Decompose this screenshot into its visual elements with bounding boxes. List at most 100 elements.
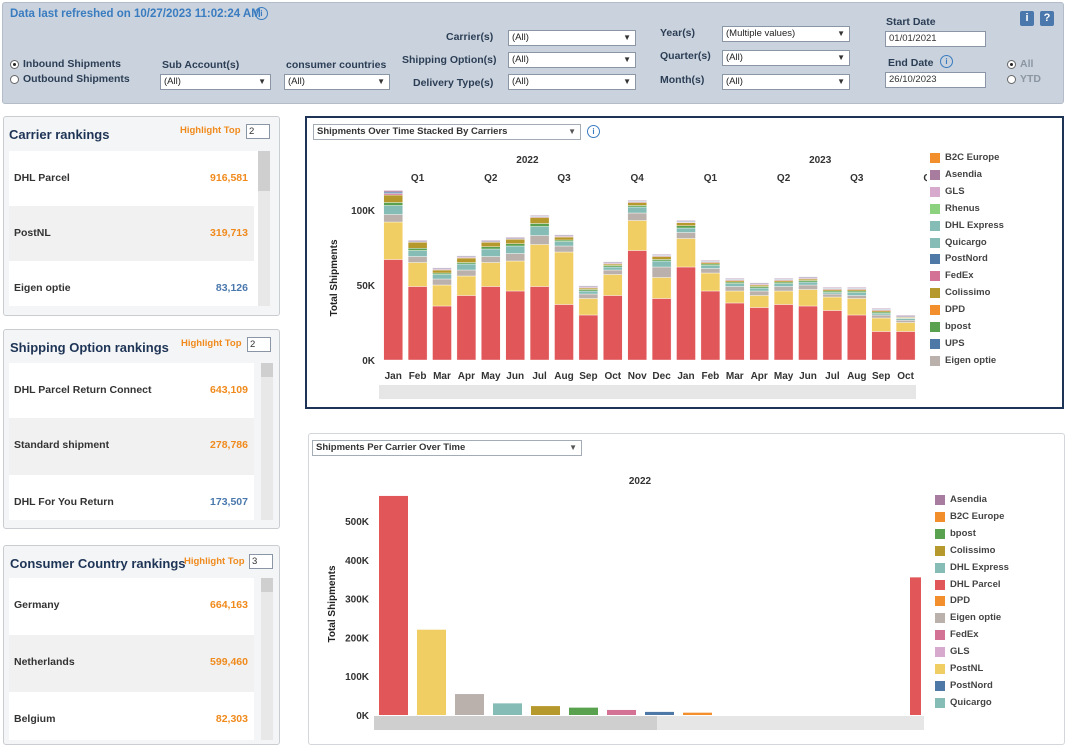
period-all-radio[interactable] (1007, 60, 1016, 69)
highlight-top-input[interactable]: 3 (249, 554, 273, 569)
scrollbar-thumb[interactable] (261, 578, 273, 592)
month-select[interactable]: (All) ▼ (722, 74, 850, 90)
y-tick-label: 100K (351, 206, 376, 217)
quarter-select[interactable]: (All) ▼ (722, 50, 850, 66)
period-ytd-label[interactable]: YTD (1020, 73, 1041, 85)
end-date-info-icon[interactable]: i (940, 55, 953, 68)
chart1-view-select[interactable]: Shipments Over Time Stacked By Carriers ▼ (313, 124, 581, 140)
chart1-info-icon[interactable]: i (587, 125, 600, 138)
bar-segment (505, 243, 525, 247)
country-value: 599,460 (210, 656, 248, 668)
legend-label: DHL Express (950, 561, 1009, 573)
period-ytd-radio[interactable] (1007, 75, 1016, 84)
bar-segment (554, 245, 574, 253)
bar-segment (554, 251, 574, 305)
year-select[interactable]: (Multiple values) ▼ (722, 26, 850, 42)
bar (455, 694, 484, 715)
consumer-countries-select[interactable]: (All) ▼ (284, 74, 390, 90)
bar-segment (407, 262, 428, 287)
carrier-rankings-title: Carrier rankings (9, 127, 110, 142)
list-item[interactable]: Belgium 82,303 (9, 692, 254, 740)
bar-segment (407, 239, 428, 241)
legend-swatch (935, 596, 945, 607)
list-item[interactable]: Eigen optie 83,126 (9, 261, 254, 306)
chart1-horizontal-scrollbar[interactable] (379, 385, 916, 399)
bar-segment (505, 239, 525, 244)
x-tick-label: May (774, 371, 794, 382)
bar-segment (554, 239, 574, 242)
list-item[interactable]: DHL For You Return 173,507 (9, 475, 254, 520)
legend-label: bpost (945, 321, 971, 332)
bar-segment (798, 284, 818, 290)
legend-swatch (930, 169, 940, 180)
refresh-info-icon[interactable]: i (255, 7, 268, 20)
highlight-top-label: Highlight Top (181, 338, 242, 349)
quarter-label: Q1 (704, 173, 718, 184)
scrollbar[interactable] (261, 578, 273, 740)
inbound-radio[interactable] (10, 60, 19, 69)
bar-segment (456, 263, 477, 271)
bar-segment (773, 290, 794, 305)
x-tick-label: Jun (506, 371, 524, 382)
shipping-option-value: 278,786 (210, 439, 248, 451)
start-date-input[interactable]: 01/01/2021 (885, 31, 986, 47)
bar-segment (456, 257, 477, 263)
outbound-label[interactable]: Outbound Shipments (23, 73, 130, 85)
bar-segment (627, 250, 647, 361)
bar-segment (505, 245, 525, 254)
x-tick-label: Feb (702, 371, 720, 382)
x-tick-label: Dec (652, 371, 671, 382)
bar-segment (603, 263, 623, 266)
bar-segment (700, 263, 721, 266)
period-all-label[interactable]: All (1020, 58, 1034, 70)
scrollbar-thumb[interactable] (261, 363, 273, 377)
x-tick-label: Apr (458, 371, 475, 382)
list-item[interactable]: DHL Parcel 916,581 (9, 151, 254, 206)
list-item[interactable]: Standard shipment 278,786 (9, 418, 254, 475)
bar-segment (627, 206, 647, 214)
legend-swatch (935, 495, 945, 505)
chart2-scrollbar-thumb[interactable] (374, 716, 657, 730)
highlight-top-input[interactable]: 2 (247, 337, 271, 352)
help-button[interactable]: ? (1040, 11, 1054, 26)
bar-segment (383, 190, 403, 193)
legend-swatch (930, 288, 940, 299)
scrollbar[interactable] (261, 363, 273, 520)
bar-segment (725, 286, 745, 292)
x-tick-label: Aug (847, 371, 866, 382)
x-tick-label: Jan (677, 371, 694, 382)
inbound-label[interactable]: Inbound Shipments (23, 58, 121, 70)
chevron-down-icon: ▼ (569, 443, 577, 452)
bar-segment (481, 262, 501, 287)
bar-segment (456, 269, 477, 277)
carriers-select[interactable]: (All) ▼ (508, 30, 636, 46)
list-item[interactable]: DHL Parcel Return Connect 643,109 (9, 363, 254, 418)
outbound-radio[interactable] (10, 75, 19, 84)
legend-swatch (935, 630, 945, 641)
x-tick-label: Oct (897, 371, 914, 382)
sub-account-select[interactable]: (All) ▼ (160, 74, 271, 90)
consumer-countries-label: consumer countries (286, 59, 387, 71)
highlight-top-input[interactable]: 2 (246, 124, 270, 139)
list-item[interactable]: Germany 664,163 (9, 578, 254, 635)
legend-label: GLS (945, 185, 965, 197)
quarter-label: Quarter(s) (660, 50, 711, 62)
legend-label: B2C Europe (950, 510, 1005, 522)
list-item[interactable]: Netherlands 599,460 (9, 635, 254, 692)
info-button[interactable]: i (1020, 11, 1034, 26)
bar-segment (505, 260, 525, 292)
x-tick-label: Jul (532, 371, 547, 382)
bar-segment (676, 225, 696, 229)
delivery-type-select[interactable]: (All) ▼ (508, 74, 636, 90)
shipping-option-name: DHL For You Return (14, 496, 114, 508)
bar-segment (700, 260, 721, 262)
scrollbar-thumb[interactable] (258, 151, 270, 191)
end-date-input[interactable]: 26/10/2023 (885, 72, 986, 88)
year-label: 2023 (809, 155, 832, 166)
bar-segment (505, 253, 525, 262)
shipping-option-select[interactable]: (All) ▼ (508, 52, 636, 68)
bar-segment (798, 278, 818, 281)
chart2-view-select[interactable]: Shipments Per Carrier Over Time ▼ (312, 440, 582, 456)
bar-segment (627, 205, 647, 208)
list-item[interactable]: PostNL 319,713 (9, 206, 254, 261)
